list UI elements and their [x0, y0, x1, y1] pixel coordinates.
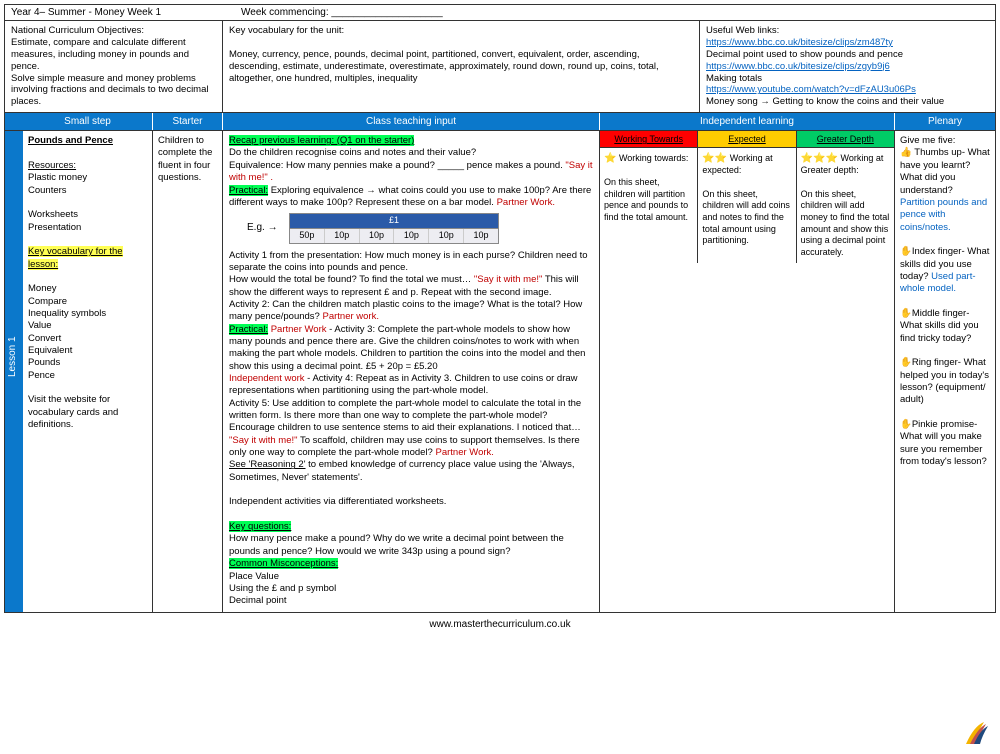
key-vocab-list: Money Compare Inequality symbols Value C… — [28, 283, 106, 380]
ind-expected: ⭐⭐ Working at expected: On this sheet, c… — [698, 148, 796, 263]
ind-header-expected: Expected — [698, 131, 796, 148]
partner-work-1: Partner Work. — [497, 197, 555, 208]
input-line-2: Equivalence: How many pennies make a pou… — [229, 160, 565, 171]
visit-website: Visit the website for vocabulary cards a… — [28, 394, 118, 430]
nco-text: Estimate, compare and calculate differen… — [11, 37, 208, 107]
starter-text: Children to complete the fluent in four … — [158, 135, 212, 183]
resources-list: Plastic money Counters Worksheets Presen… — [28, 172, 87, 232]
independent-col: Working Towards Expected Greater Depth ⭐… — [600, 131, 895, 611]
practical-1: Practical: — [229, 185, 268, 196]
bar-model-top: £1 — [290, 214, 498, 229]
independent-work-label: Independent work — [229, 373, 305, 384]
bar-cell: 10p — [325, 229, 360, 243]
header-starter: Starter — [153, 113, 223, 130]
bar-cell: 50p — [290, 229, 325, 243]
thumb-blue: Partition pounds and pence with coins/no… — [900, 197, 987, 233]
bar-model: £1 50p 10p 10p 10p 10p 10p — [289, 213, 499, 243]
bar-cell: 10p — [394, 229, 429, 243]
links-box: Useful Web links: https://www.bbc.co.uk/… — [700, 21, 995, 112]
ind-header-depth: Greater Depth — [797, 131, 894, 148]
eg-label: E.g. → — [247, 221, 278, 234]
header-plenary: Plenary — [895, 113, 995, 130]
ind-expected-text: On this sheet, children will add coins a… — [702, 189, 790, 246]
starter-col: Children to complete the fluent in four … — [153, 131, 223, 611]
link-1-desc: Decimal point used to show pounds and pe… — [706, 49, 903, 60]
misconceptions-heading: Common Misconceptions: — [229, 558, 338, 569]
footer-url: www.masterthecurriculum.co.uk — [0, 617, 1000, 630]
small-step-title: Pounds and Pence — [28, 135, 113, 146]
bar-cell: 10p — [464, 229, 498, 243]
partner-work-2: Partner work. — [322, 311, 379, 322]
independent-activities: Independent activities via differentiate… — [229, 496, 446, 507]
bar-cell: 10p — [360, 229, 395, 243]
ind-depth: ⭐⭐⭐ Working at Greater depth: On this sh… — [797, 148, 894, 263]
practical-2: Practical: — [229, 324, 268, 335]
activity-5a: Activity 5: Use addition to complete the… — [229, 398, 581, 434]
lesson-plan-page: Year 4– Summer - Money Week 1 Week comme… — [4, 4, 996, 613]
ind-towards-label: Working towards: — [619, 153, 688, 163]
key-questions: How many pence make a pound? Why do we w… — [229, 533, 564, 556]
input-col: Recap previous learning: (Q1 on the star… — [223, 131, 600, 611]
logo-icon — [960, 718, 990, 748]
info-row: National Curriculum Objectives: Estimate… — [5, 21, 995, 113]
say-it-3: "Say it with me!" — [229, 435, 298, 446]
vocab-text: Money, currency, pence, pounds, decimal … — [229, 49, 659, 84]
star-icon: ⭐⭐ — [702, 153, 727, 164]
key-questions-heading: Key questions: — [229, 521, 291, 532]
activity-2: Activity 2: Can the children match plast… — [229, 299, 582, 322]
lesson-body: Lesson 1 Pounds and Pence Resources: Pla… — [5, 131, 995, 611]
activity-1b: How would the total be found? To find th… — [229, 274, 474, 285]
vocab-box: Key vocabulary for the unit: Money, curr… — [223, 21, 700, 112]
input-line-1: Do the children recognise coins and note… — [229, 147, 476, 158]
ind-towards: ⭐ Working towards: On this sheet, childr… — [600, 148, 698, 263]
header-input: Class teaching input — [223, 113, 600, 130]
link-2[interactable]: https://www.bbc.co.uk/bitesize/clips/zgy… — [706, 61, 890, 72]
thumb-text: 👍 Thumbs up- What have you learnt? What … — [900, 147, 990, 195]
link-3[interactable]: https://www.youtube.com/watch?v=dFzAU3u0… — [706, 84, 916, 95]
lesson-tab-label: Lesson 1 — [7, 337, 18, 378]
header-small-step: Small step — [23, 113, 153, 130]
resources-heading: Resources: — [28, 160, 76, 171]
links-heading: Useful Web links: — [706, 25, 779, 36]
ind-towards-text: On this sheet, children will partition p… — [604, 177, 688, 222]
header-independent: Independent learning — [600, 113, 895, 130]
bar-model-cells: 50p 10p 10p 10p 10p 10p — [290, 229, 498, 243]
link-3-desc: Money song → Getting to know the coins a… — [706, 96, 944, 107]
star-icon: ⭐ — [604, 153, 616, 164]
title-row: Year 4– Summer - Money Week 1 Week comme… — [5, 5, 995, 21]
independent-headers: Working Towards Expected Greater Depth — [600, 131, 894, 148]
see-reasoning: See 'Reasoning 2' — [229, 459, 306, 470]
ring-text: ✋Ring finger- What helped you in today's… — [900, 357, 989, 405]
bar-model-wrap: E.g. → £1 50p 10p 10p 10p 10p 10p — [229, 213, 593, 243]
partner-work-4: Partner Work. — [435, 447, 493, 458]
key-vocab-heading: Key vocabulary for the lesson: — [28, 246, 123, 269]
give-me-five: Give me five: — [900, 135, 955, 146]
star-icon: ⭐⭐⭐ — [801, 153, 838, 164]
say-it-2: "Say it with me!" — [474, 274, 543, 285]
link-2-desc: Making totals — [706, 73, 762, 84]
independent-body: ⭐ Working towards: On this sheet, childr… — [600, 148, 894, 263]
nco-box: National Curriculum Objectives: Estimate… — [5, 21, 223, 112]
middle-text: ✋Middle finger- What skills did you find… — [900, 308, 979, 344]
recap-heading: Recap previous learning: (Q1 on the star… — [229, 135, 414, 146]
lesson-tab: Lesson 1 — [5, 131, 23, 611]
column-headers: Small step Starter Class teaching input … — [5, 113, 995, 131]
page-title: Year 4– Summer - Money Week 1 — [5, 5, 235, 20]
plenary-col: Give me five: 👍 Thumbs up- What have you… — [895, 131, 995, 611]
vocab-heading: Key vocabulary for the unit: — [229, 25, 344, 36]
partner-work-3: Partner Work — [268, 324, 326, 335]
link-1[interactable]: https://www.bbc.co.uk/bitesize/clips/zm4… — [706, 37, 893, 48]
week-commencing: Week commencing: ____________________ — [235, 5, 995, 20]
small-step-col: Pounds and Pence Resources: Plastic mone… — [23, 131, 153, 611]
nco-heading: National Curriculum Objectives: — [11, 25, 144, 36]
ind-depth-text: On this sheet, children will add money t… — [801, 189, 890, 257]
pinkie-text: ✋Pinkie promise- What will you make sure… — [900, 419, 987, 467]
ind-header-towards: Working Towards — [600, 131, 698, 148]
activity-1a: Activity 1 from the presentation: How mu… — [229, 250, 588, 273]
bar-cell: 10p — [429, 229, 464, 243]
misconceptions: Place Value Using the £ and p symbol Dec… — [229, 571, 336, 607]
